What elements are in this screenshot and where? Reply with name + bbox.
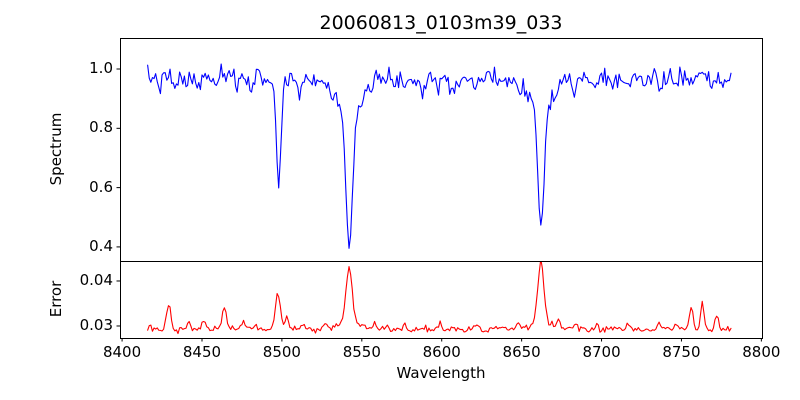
x-tick-label: 8600 (422, 343, 461, 361)
x-axis-label: Wavelength (396, 364, 486, 382)
y-tick-label: 0.03 (79, 315, 113, 334)
x-tick-label: 8550 (342, 343, 381, 361)
y-tick-label: 0.8 (89, 118, 113, 137)
y-tick-label: 1.0 (89, 59, 113, 77)
x-tick-label: 8500 (262, 343, 301, 361)
y-tick-label: 0.4 (89, 236, 113, 255)
y-tick-label: 0.6 (89, 177, 113, 196)
x-tick-label: 8650 (502, 343, 541, 361)
chart-title: 20060813_0103m39_033 (319, 12, 563, 34)
y-tick-label: 0.04 (79, 270, 113, 289)
x-tick-label: 8400 (102, 343, 142, 361)
error-panel (120, 261, 763, 339)
x-tick-label: 8750 (662, 343, 701, 361)
x-tick-label: 8700 (582, 343, 621, 361)
x-tick-label: 8450 (182, 343, 222, 361)
error-axis-label: Error (47, 280, 65, 318)
spectrum-panel (120, 38, 763, 262)
spectrum-axis-label: Spectrum (47, 112, 65, 186)
x-tick-label: 8800 (742, 343, 781, 361)
